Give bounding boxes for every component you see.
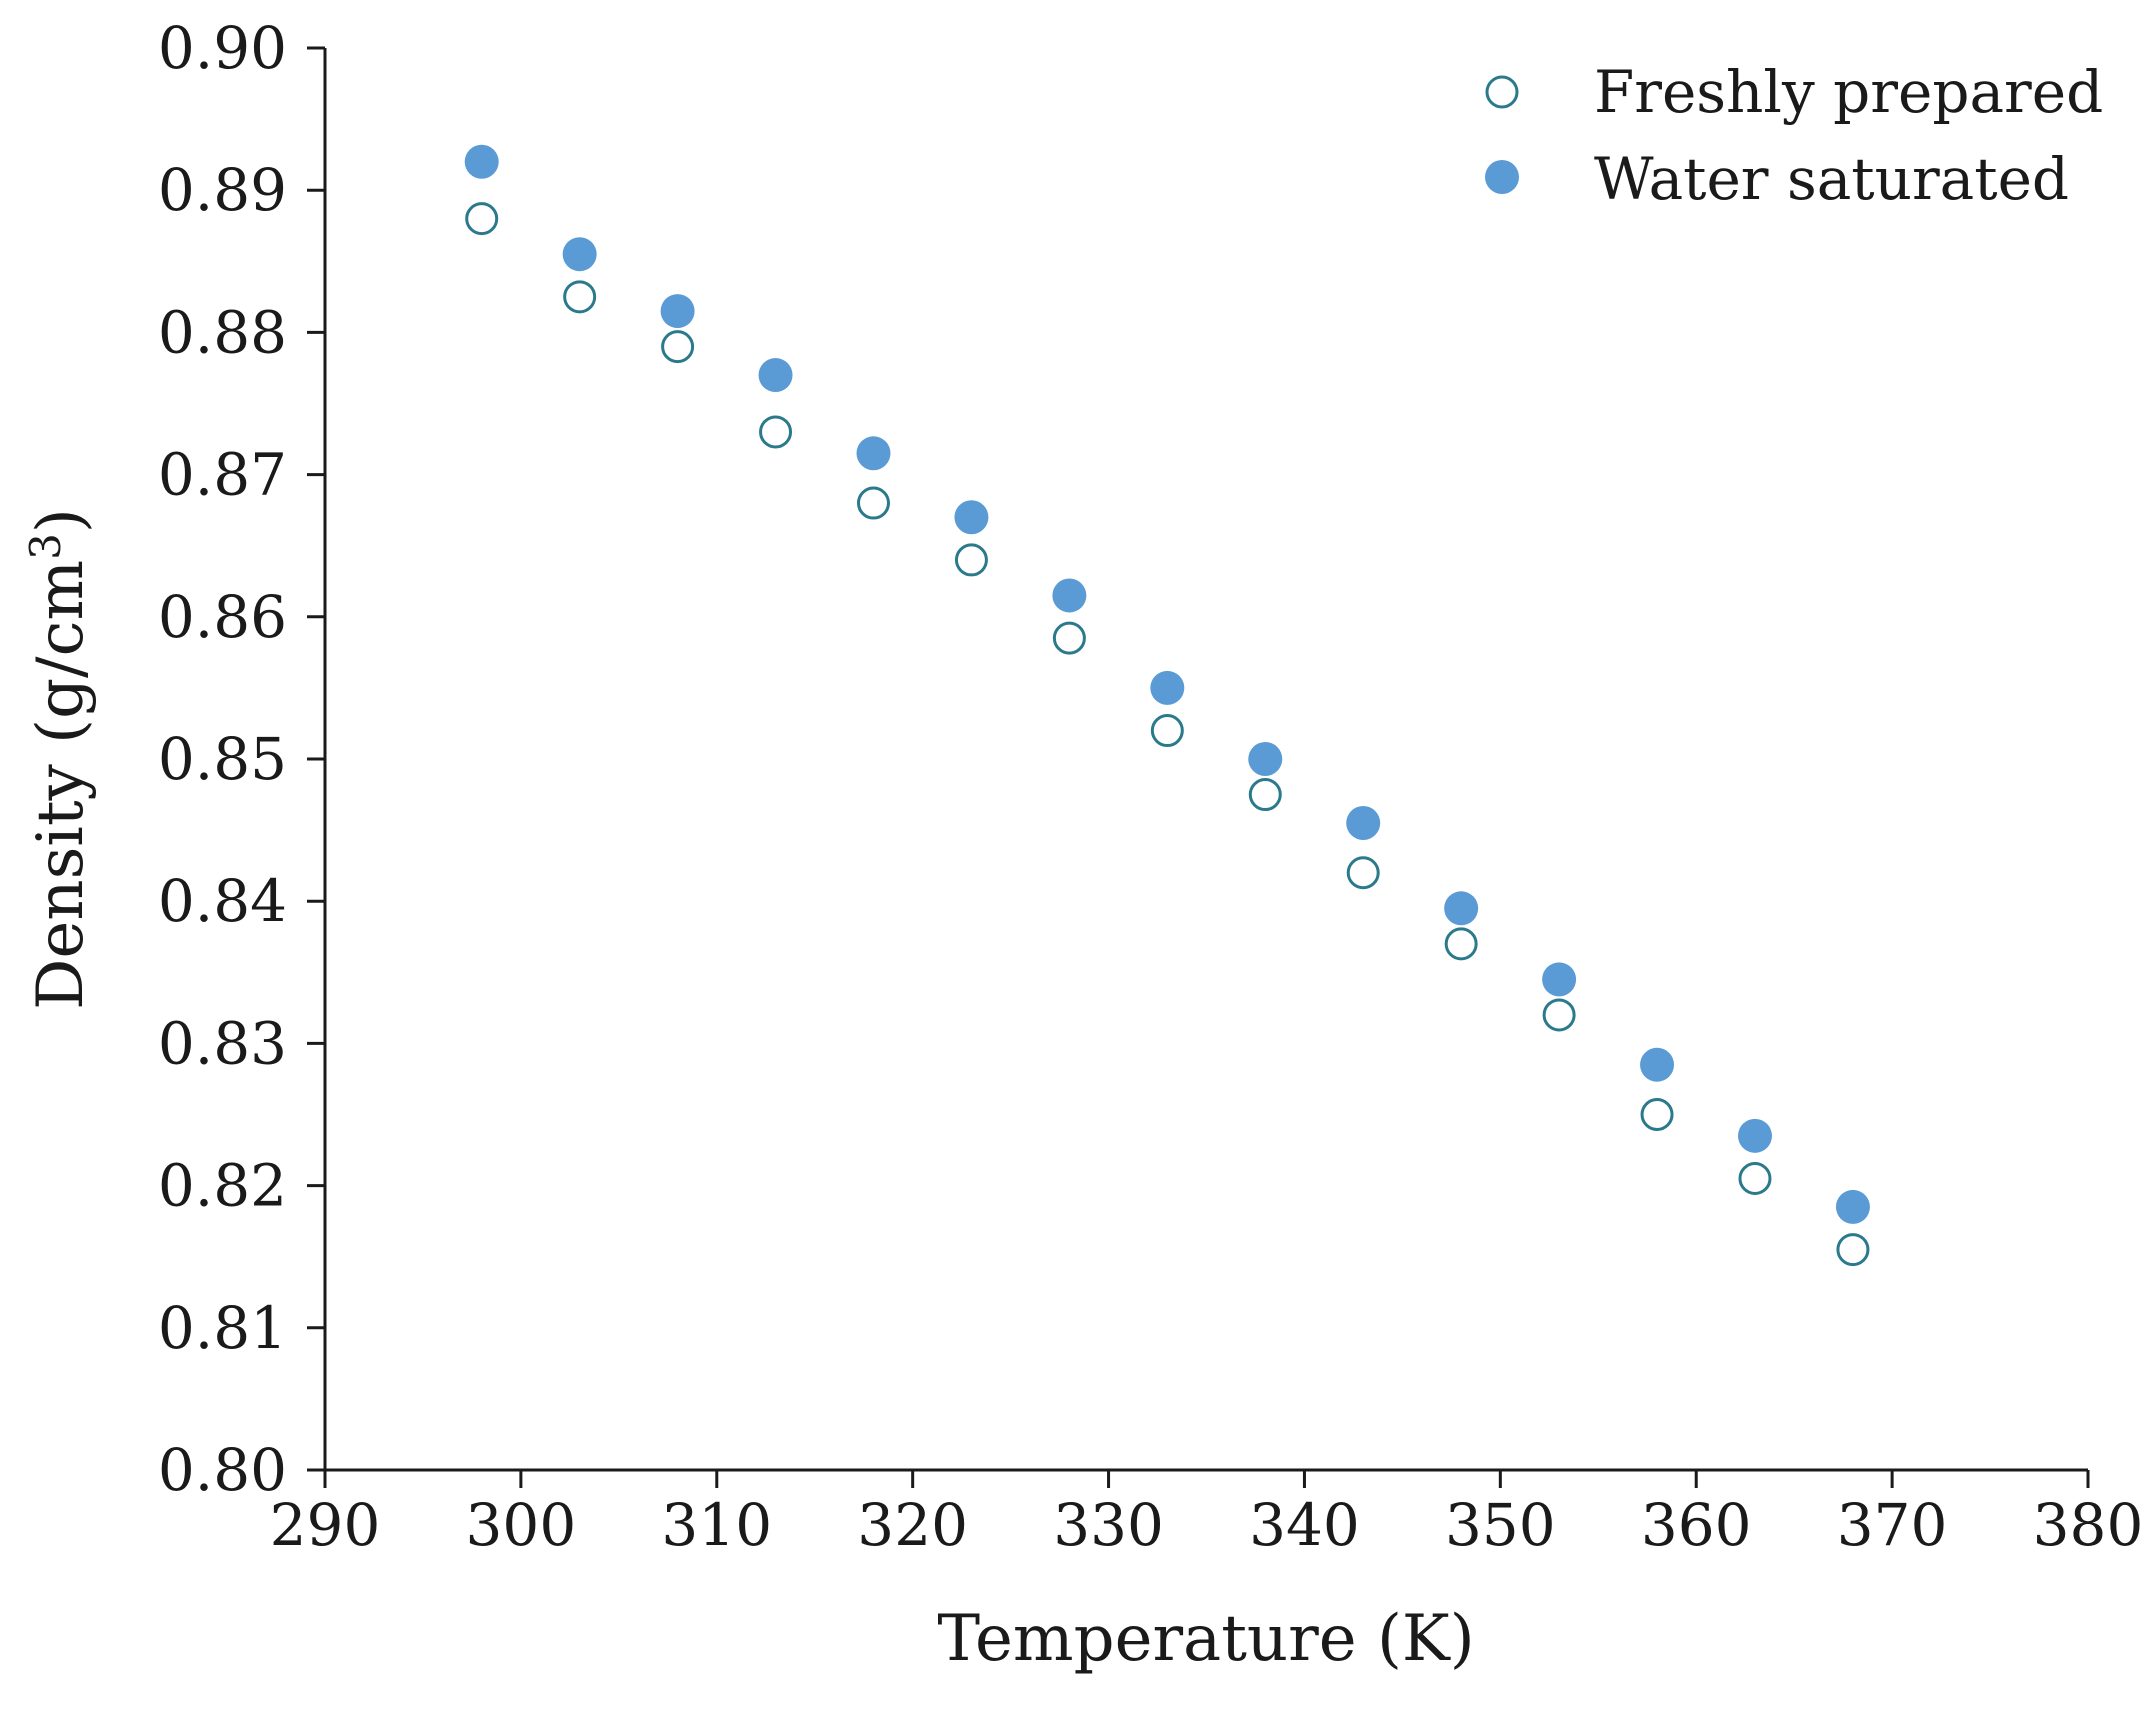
data-point-freshly-prepared	[1740, 1163, 1770, 1193]
data-point-freshly-prepared	[1446, 929, 1476, 959]
legend-marker-freshly-prepared	[1487, 77, 1517, 107]
data-point-freshly-prepared	[663, 332, 693, 362]
data-point-water-saturated	[1836, 1190, 1870, 1224]
data-point-water-saturated	[954, 500, 988, 534]
x-tick-label: 360	[1641, 1491, 1752, 1559]
data-point-water-saturated	[1542, 962, 1576, 996]
data-point-water-saturated	[1346, 806, 1380, 840]
data-point-water-saturated	[856, 436, 890, 470]
data-point-freshly-prepared	[1054, 623, 1084, 653]
legend-label-water-saturated: Water saturated	[1594, 145, 2069, 213]
legend-label-freshly-prepared: Freshly prepared	[1594, 58, 2103, 126]
x-tick-label: 370	[1837, 1491, 1948, 1559]
data-point-water-saturated	[1738, 1119, 1772, 1153]
data-point-freshly-prepared	[956, 545, 986, 575]
data-point-freshly-prepared	[1838, 1235, 1868, 1265]
data-point-water-saturated	[1052, 578, 1086, 612]
data-point-freshly-prepared	[1544, 1000, 1574, 1030]
y-axis-title-main: Density (g/cm	[24, 560, 98, 1010]
y-tick-label: 0.81	[158, 1294, 287, 1362]
data-point-freshly-prepared	[761, 417, 791, 447]
y-tick-label: 0.87	[158, 441, 287, 509]
data-point-freshly-prepared	[565, 282, 595, 312]
data-point-freshly-prepared	[467, 204, 497, 234]
data-point-freshly-prepared	[1348, 858, 1378, 888]
data-point-freshly-prepared	[1152, 716, 1182, 746]
y-axis-title-superscript: 3	[21, 533, 70, 560]
x-tick-label: 310	[661, 1491, 772, 1559]
x-tick-label: 380	[2033, 1491, 2144, 1559]
data-point-water-saturated	[1640, 1048, 1674, 1082]
y-tick-label: 0.88	[158, 298, 287, 366]
y-tick-label: 0.86	[158, 583, 287, 651]
y-ticks: 0.80 0.81 0.82 0.83 0.84 0.85 0.86 0.87 0.88 0.89…	[158, 14, 325, 1504]
y-axis-title: Density (g/cm3)	[21, 508, 98, 1010]
x-tick-label: 300	[466, 1491, 577, 1559]
data-point-water-saturated	[1444, 891, 1478, 925]
y-tick-label: 0.82	[158, 1152, 287, 1220]
x-ticks: 290 300 310 320 330 340 350 360 370 380	[270, 1470, 2144, 1559]
data-point-water-saturated	[465, 145, 499, 179]
data-point-freshly-prepared	[1250, 780, 1280, 810]
data-point-water-saturated	[563, 237, 597, 271]
data-point-water-saturated	[661, 294, 695, 328]
legend: Freshly prepared Water saturated	[1485, 58, 2103, 213]
x-tick-label: 340	[1249, 1491, 1360, 1559]
data-point-freshly-prepared	[858, 488, 888, 518]
legend-marker-water-saturated	[1485, 160, 1519, 194]
y-tick-label: 0.85	[158, 725, 287, 793]
data-point-water-saturated	[1248, 742, 1282, 776]
y-tick-label: 0.80	[158, 1436, 287, 1504]
y-tick-label: 0.84	[158, 867, 287, 935]
x-tick-label: 330	[1053, 1491, 1164, 1559]
y-tick-label: 0.90	[158, 14, 287, 82]
y-axis-title-close: )	[24, 508, 98, 533]
x-tick-label: 350	[1445, 1491, 1556, 1559]
data-point-freshly-prepared	[1642, 1100, 1672, 1130]
x-tick-label: 320	[857, 1491, 968, 1559]
data-point-water-saturated	[759, 358, 793, 392]
data-points	[465, 145, 1870, 1265]
x-axis-title: Temperature (K)	[937, 1602, 1474, 1676]
y-tick-label: 0.83	[158, 1009, 287, 1077]
y-tick-label: 0.89	[158, 156, 287, 224]
density-scatter-chart: 290 300 310 320 330 340 350 360 370 380 0.800.810…	[0, 0, 2147, 1733]
data-point-water-saturated	[1150, 671, 1184, 705]
